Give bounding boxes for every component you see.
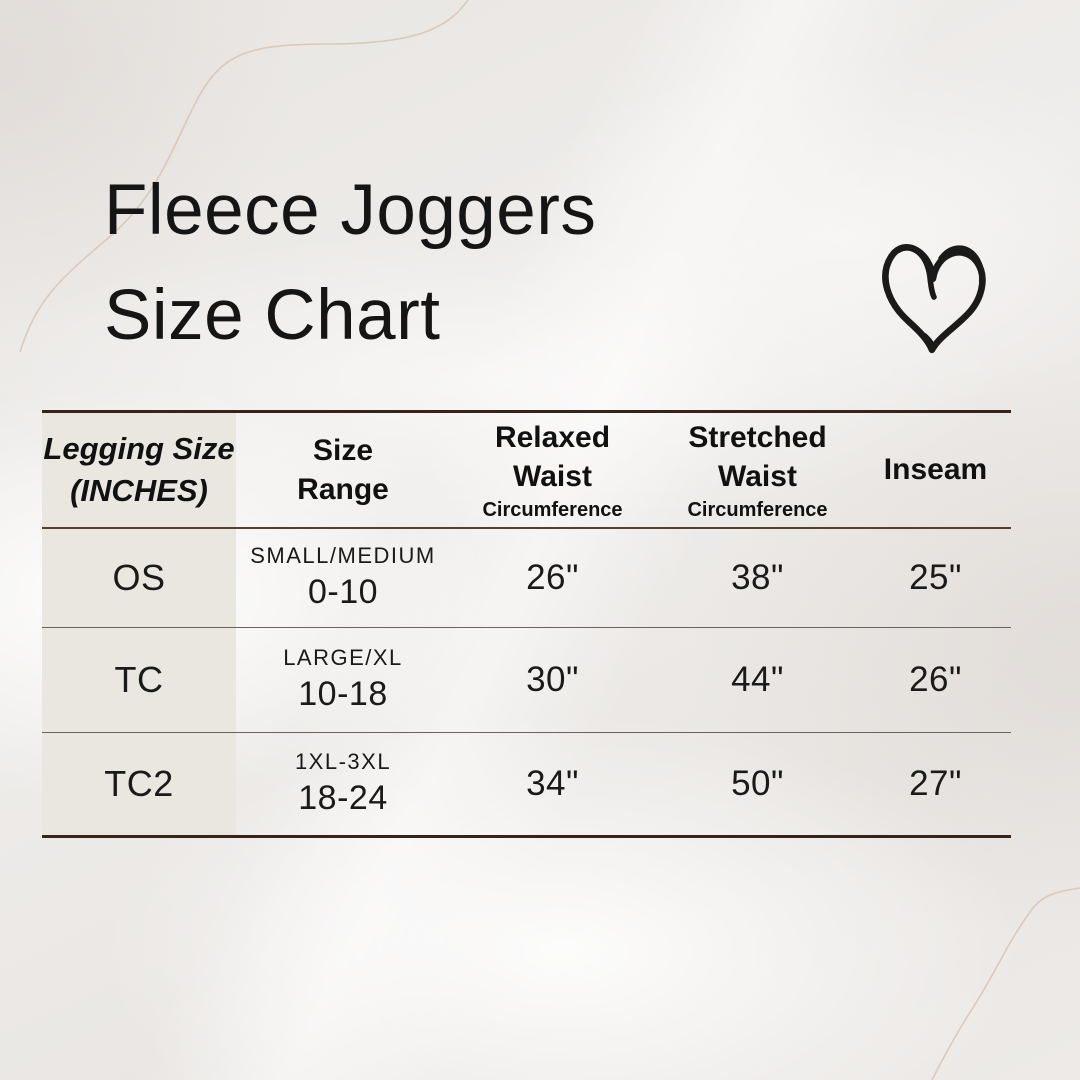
- cell-inseam: 26": [909, 660, 962, 699]
- header-stretched-line2: Waist: [718, 460, 797, 494]
- cell-stretched-waist: 50": [731, 764, 784, 803]
- page-title-line1: Fleece Joggers: [104, 171, 597, 250]
- table-row: TC2 1XL-3XL 18-24 34" 50" 27": [42, 732, 1011, 837]
- table-row: OS SMALL/MEDIUM 0-10 26" 38" 25": [42, 527, 1011, 628]
- cell-size-range: 1XL-3XL 18-24: [236, 733, 450, 837]
- heart-icon: [874, 228, 996, 360]
- table-row: TC LARGE/XL 10-18 30" 44" 26": [42, 627, 1011, 733]
- cell-inseam: 25": [909, 557, 962, 597]
- size-range-value: 10-18: [298, 674, 388, 713]
- col-header-legging-size: Legging Size (INCHES): [42, 411, 236, 528]
- cell-stretched-waist: 38": [731, 557, 784, 597]
- top-left-curve-line: [19, 0, 469, 353]
- size-range-label: LARGE/XL: [283, 645, 403, 671]
- cell-size-range: LARGE/XL 10-18: [236, 628, 450, 733]
- page-title-line2: Size Chart: [104, 276, 441, 356]
- cell-legging-size: TC: [42, 627, 236, 733]
- size-range-label: SMALL/MEDIUM: [250, 543, 436, 569]
- cell-legging-size: TC2: [42, 732, 236, 837]
- header-legging-size-line2: (INCHES): [70, 472, 208, 508]
- header-relaxed-line2: Waist: [513, 460, 592, 494]
- cell-stretched-waist: 44": [731, 660, 784, 699]
- header-stretched-line1: Stretched: [688, 421, 827, 455]
- size-range-label: 1XL-3XL: [294, 749, 392, 775]
- header-legging-size-line1: Legging Size: [43, 430, 235, 466]
- size-range-value: 0-10: [307, 572, 379, 611]
- cell-relaxed-waist: 30": [526, 660, 579, 699]
- header-relaxed-line1: Relaxed: [494, 421, 611, 455]
- header-stretched-sub: Circumference: [687, 499, 828, 522]
- size-range-value: 18-24: [298, 778, 388, 817]
- header-inseam-label: Inseam: [883, 453, 988, 487]
- bottom-right-curve-line: [931, 887, 1080, 1080]
- header-relaxed-sub: Circumference: [482, 499, 623, 522]
- cell-relaxed-waist: 26": [526, 557, 579, 597]
- col-header-size-range: Size Range: [236, 412, 450, 528]
- cell-relaxed-waist: 34": [526, 764, 579, 803]
- page-title: Fleece Joggers Size Chart: [104, 158, 596, 368]
- cell-size-range: SMALL/MEDIUM 0-10: [236, 528, 450, 628]
- size-chart-table: Legging Size (INCHES) Size Range Relaxed…: [42, 410, 1011, 838]
- cell-inseam: 27": [909, 764, 962, 803]
- cell-legging-size: OS: [42, 527, 236, 628]
- col-header-stretched-waist: Stretched Waist Circumference: [655, 412, 860, 528]
- col-header-inseam: Inseam: [860, 412, 1011, 528]
- col-header-relaxed-waist: Relaxed Waist Circumference: [450, 412, 655, 528]
- header-row: Legging Size (INCHES) Size Range Relaxed…: [42, 411, 1011, 528]
- header-size-range-line2: Range: [297, 472, 389, 506]
- header-size-range-line1: Size: [312, 433, 374, 467]
